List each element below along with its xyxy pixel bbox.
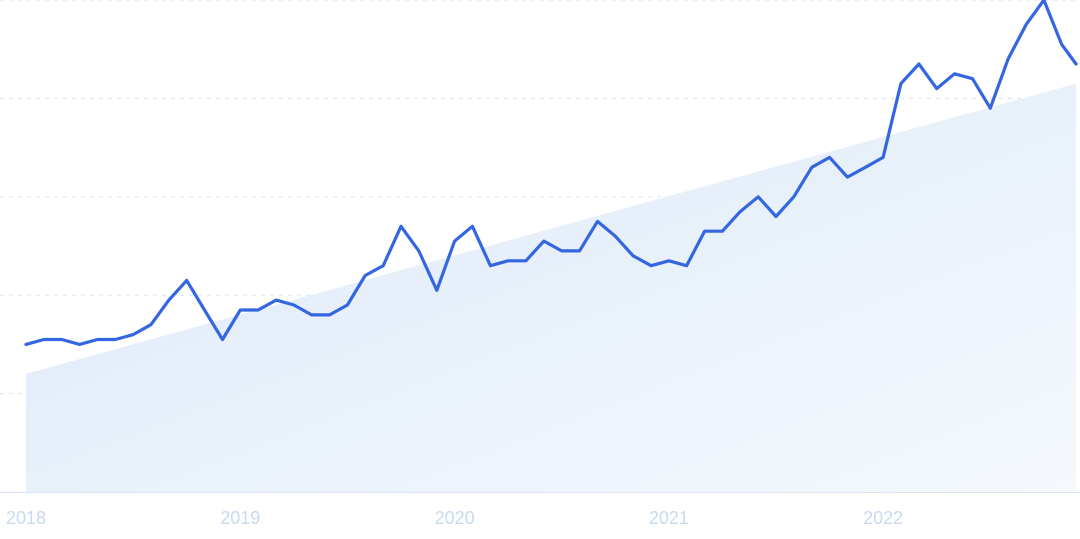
data-point xyxy=(1006,57,1010,61)
data-point xyxy=(988,106,992,110)
data-point xyxy=(899,82,903,86)
data-point xyxy=(1024,23,1028,27)
data-point xyxy=(917,62,921,66)
data-point xyxy=(149,323,153,327)
data-point xyxy=(720,229,724,233)
data-point xyxy=(774,215,778,219)
data-point xyxy=(113,338,117,342)
trend-area xyxy=(26,83,1076,492)
data-point xyxy=(42,338,46,342)
data-point xyxy=(381,264,385,268)
data-point xyxy=(417,249,421,253)
data-point xyxy=(703,229,707,233)
data-point xyxy=(328,313,332,317)
data-point xyxy=(221,338,225,342)
data-point xyxy=(596,219,600,223)
data-point xyxy=(863,165,867,169)
data-point xyxy=(971,77,975,81)
x-tick-label: 2018 xyxy=(6,508,46,528)
data-point xyxy=(345,303,349,307)
data-point xyxy=(238,308,242,312)
data-point xyxy=(828,155,832,159)
series-line-1 xyxy=(24,0,1078,346)
data-point xyxy=(167,298,171,302)
data-point xyxy=(685,264,689,268)
x-tick-label: 2020 xyxy=(435,508,475,528)
data-point xyxy=(310,313,314,317)
series-line-layer xyxy=(24,0,1078,346)
data-point xyxy=(185,278,189,282)
x-tick-label: 2021 xyxy=(649,508,689,528)
data-point xyxy=(560,249,564,253)
data-point xyxy=(131,333,135,337)
data-point xyxy=(363,274,367,278)
data-point xyxy=(542,239,546,243)
data-point xyxy=(488,264,492,268)
x-tick-label: 2019 xyxy=(220,508,260,528)
data-point xyxy=(24,342,28,346)
data-point xyxy=(881,155,885,159)
data-point xyxy=(845,175,849,179)
data-point xyxy=(256,308,260,312)
data-point xyxy=(935,87,939,91)
trend-area-layer xyxy=(26,83,1076,492)
data-point xyxy=(649,264,653,268)
data-point xyxy=(631,254,635,258)
x-tick-label: 2022 xyxy=(863,508,903,528)
x-tick-labels: 2018 2019 2020 2021 2022 xyxy=(6,508,903,528)
data-point xyxy=(1060,42,1064,46)
data-point xyxy=(203,308,207,312)
data-point xyxy=(60,338,64,342)
data-point xyxy=(810,165,814,169)
data-point xyxy=(453,239,457,243)
data-point xyxy=(470,224,474,228)
data-point xyxy=(524,259,528,263)
data-point xyxy=(578,249,582,253)
data-point xyxy=(78,342,82,346)
data-point xyxy=(95,338,99,342)
data-point xyxy=(738,210,742,214)
data-point xyxy=(792,195,796,199)
data-point xyxy=(399,224,403,228)
data-point xyxy=(953,72,957,76)
data-point xyxy=(435,288,439,292)
data-point xyxy=(1074,62,1078,66)
data-point xyxy=(506,259,510,263)
data-point xyxy=(667,259,671,263)
data-point xyxy=(756,195,760,199)
data-point xyxy=(613,234,617,238)
data-point xyxy=(292,303,296,307)
data-point xyxy=(274,298,278,302)
